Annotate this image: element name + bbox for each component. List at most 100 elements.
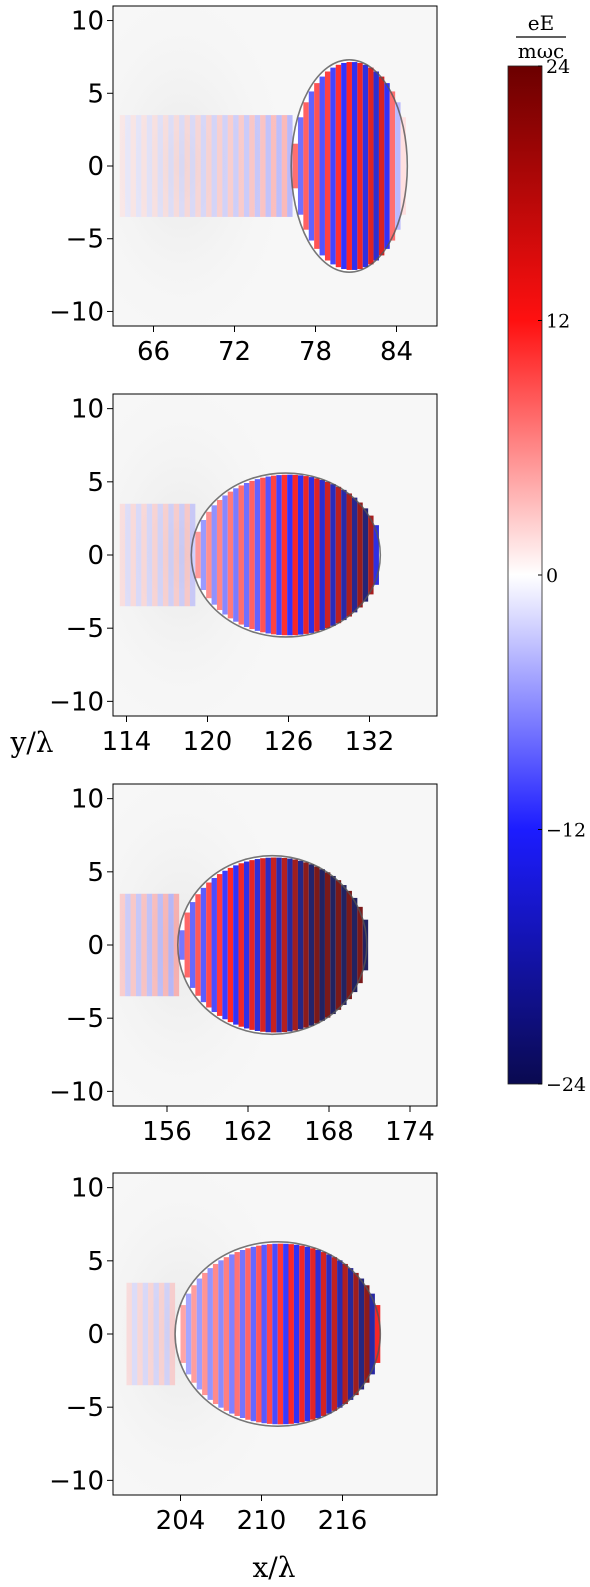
field-stripe: [200, 519, 207, 591]
field-stripe: [130, 503, 136, 607]
field-stripe: [179, 115, 185, 217]
y-tick-label: −5: [66, 1004, 104, 1034]
field-stripe: [146, 893, 153, 997]
field-stripe: [238, 115, 244, 217]
field-stripe: [276, 475, 282, 635]
field-stripe: [314, 866, 320, 1024]
field-stripe: [125, 503, 131, 607]
field-stripe: [168, 503, 174, 607]
field-stripe: [164, 1282, 170, 1386]
field-stripe: [243, 115, 250, 217]
field-stripe: [335, 64, 342, 268]
field-stripe: [233, 115, 239, 217]
field-stripe: [146, 115, 153, 217]
bubble-sheath: [290, 59, 409, 273]
field-stripe: [303, 476, 309, 634]
field-stripe: [195, 115, 201, 217]
field-stripe: [324, 481, 331, 629]
field-stripe: [261, 1244, 267, 1424]
field-stripe: [233, 865, 239, 1025]
field-stripe: [191, 1285, 197, 1383]
field-stripe: [168, 115, 174, 217]
field-stripe: [283, 1243, 289, 1425]
field-stripe: [250, 1246, 257, 1422]
field-stripe: [260, 477, 266, 633]
field-stripe: [131, 1282, 138, 1386]
field-stripe: [270, 475, 277, 635]
field-stripe: [293, 1244, 300, 1424]
field-stripe: [265, 857, 271, 1033]
field-stripe: [287, 858, 293, 1032]
field-stripe: [330, 875, 336, 1015]
field-map: [113, 784, 437, 1106]
field-stripe: [373, 525, 379, 585]
field-stripe: [173, 503, 180, 607]
field-stripe: [195, 531, 201, 579]
x-tick-label: 156: [142, 1117, 192, 1147]
field-stripe: [153, 1282, 159, 1386]
field-stripe: [125, 893, 131, 997]
field-stripe: [135, 503, 142, 607]
field-stripe: [341, 489, 347, 621]
field-stripe: [272, 1243, 278, 1425]
field-stripe: [249, 115, 255, 217]
field-stripe: [319, 479, 325, 631]
field-stripe: [119, 893, 126, 997]
field-stripe: [185, 1293, 192, 1375]
field-stripe: [288, 1244, 294, 1424]
field-stripe: [319, 76, 325, 256]
field-stripe: [211, 505, 217, 605]
field-stripe: [238, 863, 244, 1027]
field-stripe: [184, 115, 190, 217]
field-stripe: [189, 902, 196, 988]
colorbar-label-numerator: eE: [528, 11, 554, 35]
field-stripe: [227, 867, 234, 1023]
field-stripe: [189, 503, 196, 607]
field-stripe: [254, 115, 261, 217]
field-stripe: [330, 67, 336, 265]
x-tick-label: 210: [237, 1506, 287, 1536]
field-stripe: [362, 919, 369, 971]
x-tick-label: 174: [385, 1117, 435, 1147]
y-tick-label: 5: [87, 858, 104, 888]
field-stripe: [157, 115, 163, 217]
field-stripe: [346, 890, 352, 1000]
field-stripe: [218, 1260, 224, 1408]
field-stripe: [346, 493, 352, 617]
field-stripe: [200, 887, 207, 1003]
field-stripe: [374, 1305, 381, 1363]
field-stripe: [342, 1263, 348, 1405]
field-map: [113, 1173, 437, 1495]
field-stripe: [238, 485, 244, 625]
field-stripe: [125, 115, 131, 217]
field-stripe: [373, 71, 379, 261]
x-tick-label: 216: [318, 1506, 368, 1536]
field-stripe: [119, 503, 126, 607]
y-tick-label: 0: [87, 152, 104, 182]
x-tick-label: 132: [345, 727, 395, 757]
colorbar-label-denominator: mωc: [518, 39, 564, 63]
field-map: [113, 6, 437, 326]
bubble-sheath: [190, 472, 382, 638]
field-stripe: [265, 476, 271, 634]
field-stripe: [384, 83, 390, 249]
field-stripe: [260, 115, 266, 217]
field-stripe: [207, 1268, 213, 1400]
field-stripe: [135, 115, 142, 217]
y-tick-label: 0: [87, 1320, 104, 1350]
field-stripe: [227, 491, 234, 619]
field-stripe: [222, 115, 228, 217]
panel-1: 10 5 0 −5 −10 66 72 78 84: [49, 5, 438, 367]
y-tick-label: −5: [66, 614, 104, 644]
y-tick-label: −10: [49, 297, 104, 327]
colorbar-ticks: 24 12 0 −12 −24: [538, 56, 586, 1096]
field-stripe: [357, 62, 363, 270]
field-stripe: [254, 479, 261, 631]
background-plasma: [113, 6, 308, 326]
field-stripe: [357, 906, 363, 984]
field-stripe: [270, 857, 277, 1033]
y-tick-label: −5: [66, 225, 104, 255]
laser-field: [119, 62, 406, 270]
